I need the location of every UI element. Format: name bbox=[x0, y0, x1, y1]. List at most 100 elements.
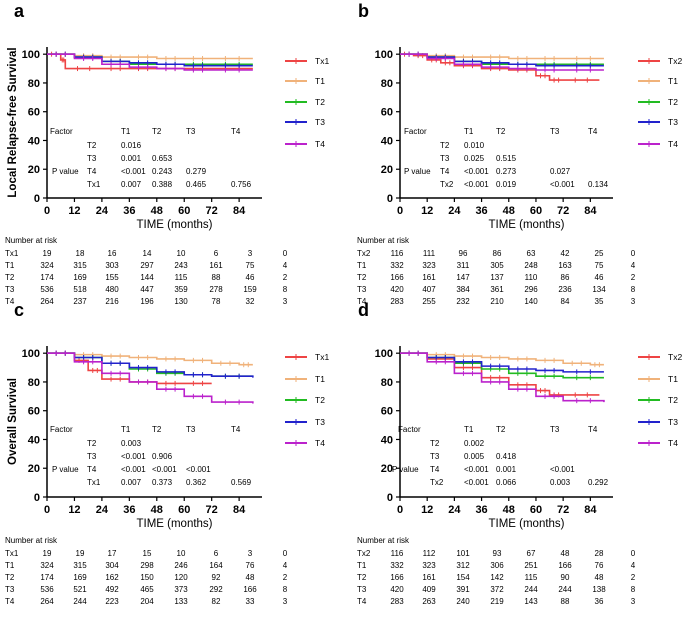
risk-count: 169 bbox=[73, 573, 87, 582]
legend-label-Tx1: Tx1 bbox=[315, 56, 329, 66]
x-tick-label: 60 bbox=[178, 504, 190, 516]
pvalue-cell: 0.906 bbox=[152, 452, 173, 461]
legend-label-T2: T2 bbox=[315, 395, 325, 405]
legend-label-T3: T3 bbox=[315, 417, 325, 427]
risk-count: 46 bbox=[246, 273, 255, 282]
y-tick-label: 40 bbox=[381, 135, 393, 147]
pvalue-cell: 0.010 bbox=[464, 141, 485, 150]
risk-count: 28 bbox=[595, 549, 604, 558]
risk-count: 8 bbox=[283, 285, 288, 294]
risk-count: 306 bbox=[490, 561, 504, 570]
risk-count: 48 bbox=[595, 573, 604, 582]
risk-group-label: T4 bbox=[5, 297, 15, 306]
x-tick-label: 0 bbox=[44, 205, 50, 217]
risk-count: 244 bbox=[73, 597, 87, 606]
pvalue-row-header: T4 bbox=[87, 167, 97, 176]
y-tick-label: 100 bbox=[22, 49, 40, 61]
risk-count: 78 bbox=[212, 297, 221, 306]
risk-count: 315 bbox=[73, 561, 87, 570]
pvalue-row-header: T4 bbox=[87, 465, 97, 474]
x-tick-label: 36 bbox=[123, 205, 135, 217]
risk-count: 251 bbox=[524, 561, 538, 570]
x-tick-label: 60 bbox=[178, 205, 190, 217]
risk-count: 236 bbox=[558, 285, 572, 294]
pvalue-table: Factor T1 T2 T3 T4 T2 0.003 T3 <0.001 0.906 P valu… bbox=[50, 425, 252, 487]
y-tick-label: 20 bbox=[381, 164, 393, 176]
risk-count: 391 bbox=[456, 585, 470, 594]
risk-header: Number at risk bbox=[357, 536, 410, 545]
risk-count: 75 bbox=[246, 261, 255, 270]
risk-count: 3 bbox=[283, 597, 288, 606]
x-tick-label: 60 bbox=[530, 504, 542, 516]
x-tick-label: 72 bbox=[557, 205, 569, 217]
pvalue-col-header: T4 bbox=[588, 425, 598, 434]
x-tick-label: 36 bbox=[475, 504, 487, 516]
risk-count: 0 bbox=[283, 249, 288, 258]
risk-group-label: T2 bbox=[357, 573, 367, 582]
factor-label: Factor bbox=[50, 425, 73, 434]
y-tick-label: 100 bbox=[22, 348, 40, 360]
y-tick-label: 20 bbox=[28, 164, 40, 176]
risk-count: 311 bbox=[457, 261, 470, 270]
risk-count: 116 bbox=[391, 549, 404, 558]
x-tick-label: 36 bbox=[123, 504, 135, 516]
pvalue-cell: <0.001 bbox=[152, 465, 177, 474]
y-tick-label: 80 bbox=[28, 377, 40, 389]
x-axis-label: TIME (months) bbox=[136, 219, 212, 231]
risk-count: 4 bbox=[283, 261, 288, 270]
pvalue-row-header: Tx2 bbox=[430, 478, 444, 487]
pvalue-cell: <0.001 bbox=[121, 465, 146, 474]
risk-count: 244 bbox=[524, 585, 538, 594]
x-tick-label: 72 bbox=[557, 504, 569, 516]
y-tick-label: 100 bbox=[375, 348, 393, 360]
y-tick-label: 0 bbox=[387, 193, 393, 205]
risk-count: 75 bbox=[595, 261, 604, 270]
risk-count: 17 bbox=[108, 549, 117, 558]
y-tick-label: 40 bbox=[28, 135, 40, 147]
legend-label-T1: T1 bbox=[668, 374, 678, 384]
x-tick-label: 36 bbox=[475, 205, 487, 217]
x-tick-label: 0 bbox=[397, 205, 403, 217]
risk-count: 2 bbox=[283, 273, 288, 282]
risk-count: 536 bbox=[40, 285, 54, 294]
risk-count: 159 bbox=[243, 285, 257, 294]
risk-group-label: T2 bbox=[5, 573, 15, 582]
x-tick-label: 48 bbox=[151, 504, 163, 516]
x-tick-label: 0 bbox=[397, 504, 403, 516]
risk-count: 130 bbox=[174, 297, 188, 306]
y-tick-label: 60 bbox=[28, 107, 40, 119]
km-curve-T4 bbox=[47, 53, 253, 71]
pvalue-label: P value bbox=[52, 167, 79, 176]
pvalue-cell: <0.001 bbox=[186, 465, 211, 474]
pvalue-cell: <0.001 bbox=[121, 167, 146, 176]
pvalue-row-header: T3 bbox=[440, 154, 450, 163]
risk-count: 3 bbox=[248, 249, 253, 258]
risk-count: 116 bbox=[391, 249, 404, 258]
risk-count: 142 bbox=[490, 573, 504, 582]
risk-count: 25 bbox=[595, 249, 604, 258]
pvalue-cell: 0.134 bbox=[588, 180, 609, 189]
risk-count: 14 bbox=[143, 249, 152, 258]
risk-count: 76 bbox=[595, 561, 604, 570]
y-tick-label: 40 bbox=[381, 434, 393, 446]
pvalue-cell: 0.007 bbox=[121, 180, 142, 189]
x-axis-label: TIME (months) bbox=[488, 219, 564, 231]
pvalue-cell: 0.003 bbox=[121, 439, 142, 448]
y-tick-label: 40 bbox=[28, 434, 40, 446]
risk-count: 86 bbox=[561, 273, 570, 282]
pvalue-col-header: T3 bbox=[186, 127, 196, 136]
risk-count: 492 bbox=[105, 585, 119, 594]
risk-count: 164 bbox=[209, 561, 223, 570]
risk-count: 196 bbox=[140, 297, 154, 306]
km-curve-T3 bbox=[400, 352, 604, 373]
risk-count: 0 bbox=[283, 549, 288, 558]
pvalue-cell: 0.292 bbox=[588, 478, 609, 487]
pvalue-col-header: T4 bbox=[231, 127, 241, 136]
risk-count: 297 bbox=[140, 261, 154, 270]
pvalue-row-header: T4 bbox=[440, 167, 450, 176]
legend-label-T3: T3 bbox=[668, 117, 678, 127]
